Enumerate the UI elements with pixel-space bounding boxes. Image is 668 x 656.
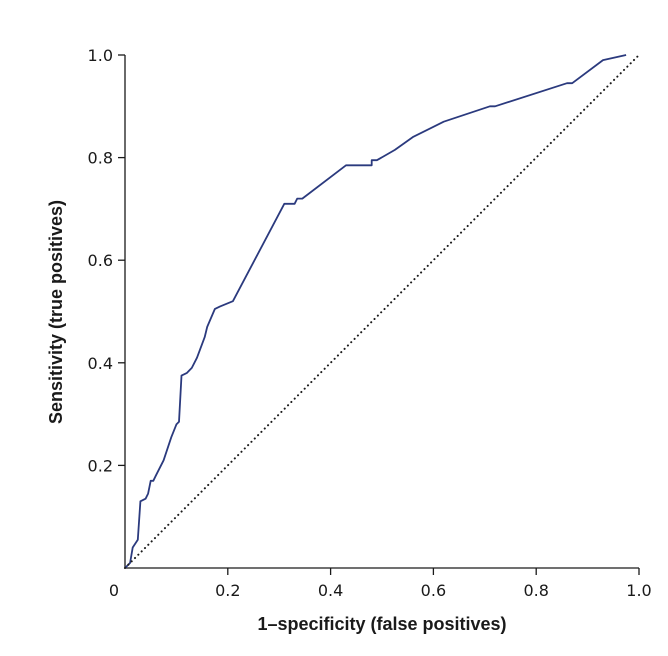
y-ticks: 0.2 0.4 0.6 0.8 1.0 [88,46,125,475]
y-axis-title: Sensitivity (true positives) [46,200,66,424]
x-tick-label: 1.0 [626,581,651,600]
series-layer [124,54,640,569]
y-tick-label: 1.0 [88,46,113,65]
y-tick-label: 0.6 [88,251,113,270]
y-tick-label: 0.8 [88,149,113,168]
x-tick-label: 0 [109,581,119,600]
x-ticks: 0 0.2 0.4 0.6 0.8 1.0 [109,568,652,600]
y-tick-label: 0.4 [88,354,113,373]
reference-diagonal-line [124,54,640,569]
x-tick-label: 0.6 [421,581,446,600]
x-tick-label: 0.2 [215,581,240,600]
x-tick-label: 0.4 [318,581,343,600]
y-tick-label: 0.2 [88,456,113,475]
x-tick-label: 0.8 [523,581,548,600]
x-axis-title: 1–specificity (false positives) [257,614,506,634]
roc-curve-line [124,54,627,569]
